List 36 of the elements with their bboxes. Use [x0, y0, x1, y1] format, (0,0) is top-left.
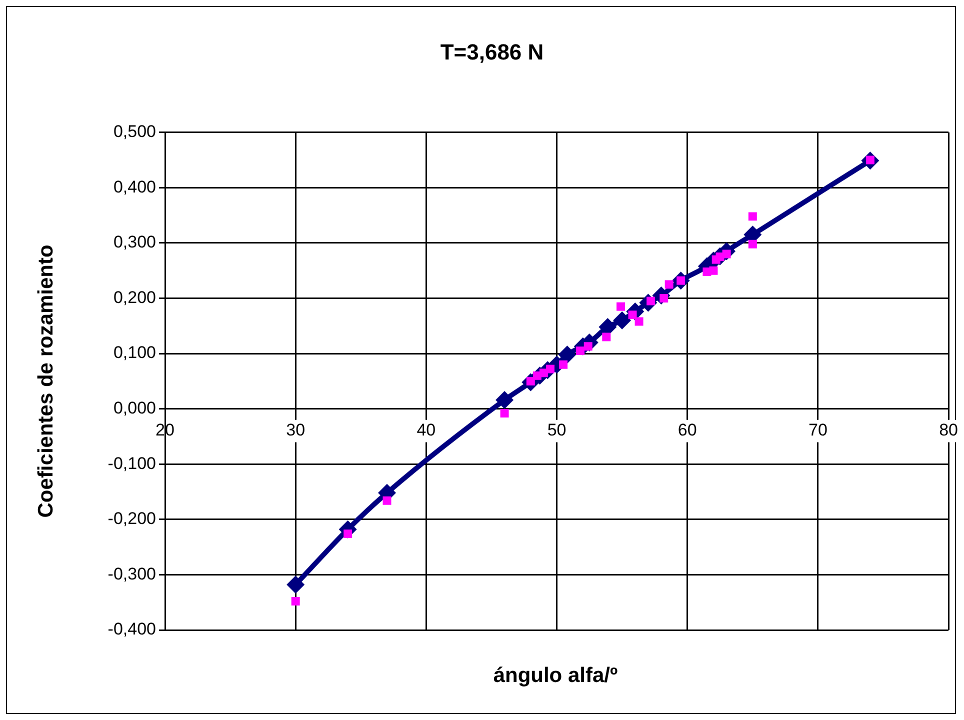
x-axis-title: ángulo alfa/º	[492, 664, 619, 688]
point	[616, 302, 626, 311]
y-tick-label: 0,100	[113, 343, 156, 362]
x-tick-label: 30	[286, 420, 306, 440]
y-tick-label: -0,300	[108, 564, 156, 584]
x-tick-label: 40	[416, 420, 436, 440]
x-tick-label: 50	[547, 420, 566, 440]
point	[500, 409, 509, 418]
y-axis-title: Coeficientes de rozamiento	[34, 244, 58, 518]
x-tick-label: 70	[808, 420, 828, 440]
point	[748, 212, 757, 221]
point	[602, 332, 611, 342]
y-tick-label: -0,400	[108, 620, 156, 639]
x-tick-label: 60	[678, 420, 697, 440]
point	[748, 240, 757, 248]
point	[558, 346, 576, 364]
chart-title: T=3,686 N	[440, 39, 544, 64]
point	[382, 496, 392, 505]
point	[664, 280, 674, 289]
point	[709, 266, 718, 275]
y-tick-label: 0,500	[113, 122, 156, 142]
point	[634, 317, 644, 326]
x-tick-label: 80	[939, 420, 958, 440]
point	[291, 597, 300, 606]
point	[559, 360, 568, 369]
point	[496, 391, 514, 409]
y-tick-label: 0,200	[113, 288, 156, 307]
y-tick-label: -0,200	[108, 509, 156, 528]
point	[286, 576, 305, 594]
y-tick-label: 0,400	[113, 177, 156, 196]
y-tick-label: 0,000	[113, 398, 156, 418]
point	[613, 311, 632, 330]
y-tick-label: 0,300	[113, 232, 156, 252]
point	[576, 346, 585, 356]
y-tick-label: -0,100	[108, 454, 156, 473]
point	[344, 530, 352, 538]
